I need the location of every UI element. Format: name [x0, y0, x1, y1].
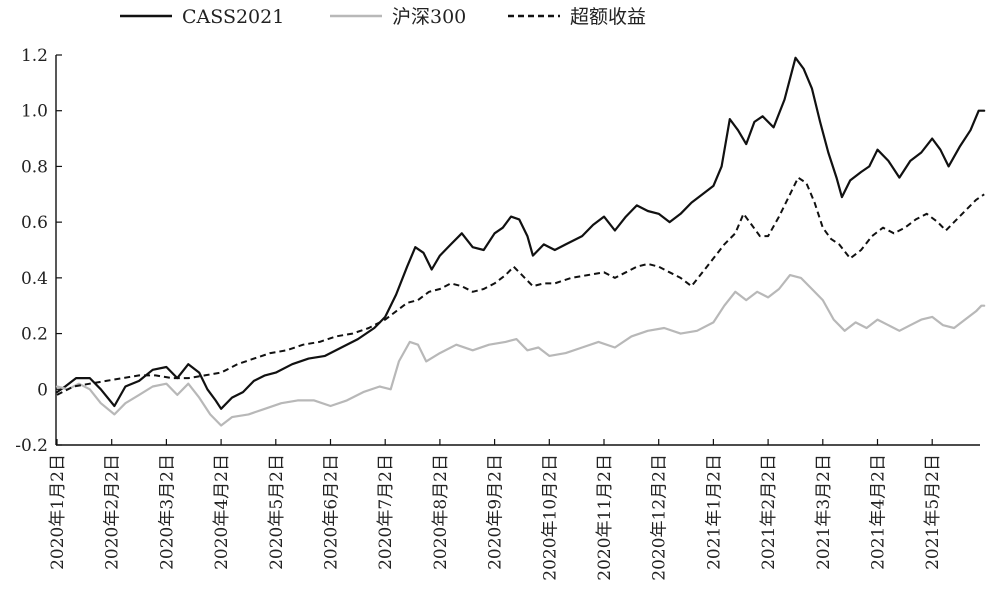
y-axis: 1.2 1.0 0.8 0.6 0.4 0.2 0 -0.2: [15, 46, 62, 456]
y-tick-label: 1.0: [21, 102, 48, 122]
x-tick-label: 2021年3月2日: [814, 454, 834, 570]
series-line-3: [56, 176, 985, 396]
x-tick-label: 2021年4月2日: [869, 454, 889, 570]
x-tick-label: 2020年5月2日: [267, 454, 287, 570]
series-line-1: [55, 56, 986, 410]
x-tick-label: 2020年4月2日: [212, 454, 232, 570]
y-tick-label: 0.6: [21, 213, 48, 233]
legend-label-2: 沪深300: [392, 6, 466, 28]
legend-label-3: 超额收益: [570, 6, 646, 28]
x-tick-label: 2021年5月2日: [923, 454, 943, 570]
y-tick-label: 1.2: [21, 46, 48, 66]
x-tick-label: 2020年11月2日: [595, 454, 615, 581]
y-tick-label: 0.4: [21, 269, 48, 289]
plot-area: 1.2 1.0 0.8 0.6 0.4 0.2 0 -0.2 2020年1月2日 2020年2月…: [15, 46, 986, 581]
y-tick-label: 0: [37, 380, 48, 400]
y-tick-label: -0.2: [15, 436, 48, 456]
x-tick-label: 2020年1月2日: [48, 454, 68, 570]
y-tick-label: 0.2: [21, 325, 48, 345]
x-tick-label: 2020年10月2日: [540, 454, 560, 581]
y-tick-label: 0.8: [21, 157, 48, 177]
x-tick-label: 2021年2月2日: [759, 454, 779, 570]
x-tick-label: 2020年9月2日: [486, 454, 506, 570]
x-tick-label: 2020年8月2日: [431, 454, 451, 570]
x-tick-label: 2020年3月2日: [157, 454, 177, 570]
series-layer: [55, 56, 986, 427]
series-line-2: [55, 274, 986, 427]
x-tick-label: 2020年12月2日: [650, 454, 670, 581]
x-tick-label: 2021年1月2日: [704, 454, 724, 570]
x-tick-label: 2020年6月2日: [322, 454, 342, 570]
legend-label-1: CASS2021: [182, 6, 284, 28]
x-axis: 2020年1月2日 2020年2月2日 2020年3月2日 2020年4月2日 2020…: [48, 439, 980, 581]
x-tick-label: 2020年7月2日: [376, 454, 396, 570]
x-tick-label: 2020年2月2日: [103, 454, 123, 570]
legend: CASS2021 沪深300 超额收益: [120, 6, 646, 28]
